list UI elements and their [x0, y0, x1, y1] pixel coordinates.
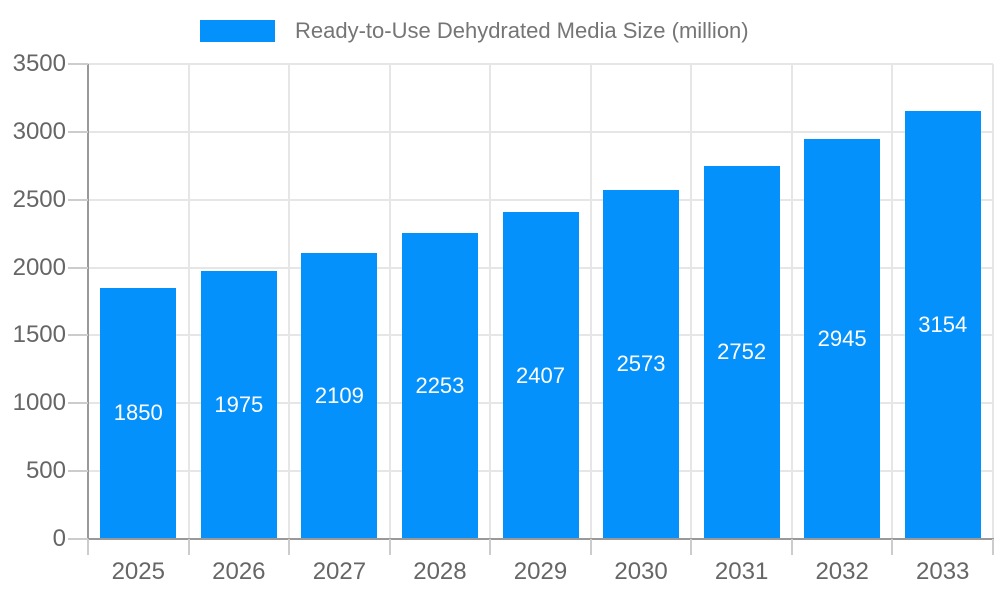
- y-axis-tick: [68, 402, 88, 405]
- y-axis-line: [87, 64, 89, 539]
- x-axis-tick: [790, 539, 793, 555]
- gridline-horizontal: [88, 130, 993, 133]
- plot-area: 1850 1975 2109 2253 2407 2573 2752 2945 3154: [87, 63, 994, 540]
- bar-value-label: 1850: [113, 400, 163, 426]
- bar-2033[interactable]: 3154: [904, 110, 981, 539]
- x-axis-tick: [489, 539, 492, 555]
- x-axis-tick: [992, 539, 994, 555]
- gridline-vertical: [589, 64, 592, 539]
- x-axis-tick-label: 2032: [815, 558, 869, 585]
- x-axis-tick-label: 2033: [916, 558, 970, 585]
- x-axis-tick-label: 2025: [111, 558, 165, 585]
- gridline-vertical: [891, 64, 894, 539]
- gridline-horizontal: [88, 198, 993, 201]
- x-axis-tick: [288, 539, 291, 555]
- x-axis-tick: [87, 539, 89, 555]
- y-axis-tick: [68, 538, 88, 540]
- x-axis-tick: [891, 539, 894, 555]
- bar-2026[interactable]: 1975: [200, 270, 277, 539]
- gridline-horizontal: [88, 63, 993, 65]
- y-axis-tick: [68, 266, 88, 269]
- x-axis-tick-label: 2031: [714, 558, 769, 585]
- x-axis-tick-label: 2029: [513, 558, 568, 585]
- x-axis-tick-label: 2030: [614, 558, 668, 585]
- gridline-vertical: [992, 64, 994, 539]
- y-axis-tick-label: 2500: [12, 185, 66, 213]
- y-axis-tick: [68, 198, 88, 201]
- y-axis-tick-label: 500: [25, 457, 66, 485]
- gridline-vertical: [690, 64, 693, 539]
- y-axis-tick-label: 0: [52, 525, 66, 552]
- bar-value-label: 2945: [817, 326, 867, 352]
- legend-swatch: [200, 20, 275, 42]
- x-axis-tick: [187, 539, 190, 555]
- bar-2029[interactable]: 2407: [502, 212, 579, 539]
- x-axis-tick-label: 2028: [413, 558, 467, 585]
- legend-label: Ready-to-Use Dehydrated Media Size (mill…: [295, 18, 749, 43]
- bar-value-label: 2407: [516, 362, 565, 388]
- y-axis-tick-label: 1500: [12, 321, 66, 349]
- y-axis-tick-label: 3000: [12, 117, 66, 145]
- x-axis-tick-label: 2027: [312, 558, 367, 585]
- gridline-vertical: [288, 64, 291, 539]
- x-axis-tick: [589, 539, 592, 555]
- bar-2030[interactable]: 2573: [603, 189, 680, 539]
- bar-value-label: 2109: [314, 382, 364, 408]
- bar-value-label: 1975: [214, 391, 264, 417]
- x-axis-tick: [690, 539, 693, 555]
- y-axis-tick: [68, 334, 88, 337]
- bar-value-label: 3154: [918, 311, 968, 337]
- y-axis-tick: [68, 470, 88, 473]
- gridline-vertical: [790, 64, 793, 539]
- bar-value-label: 2253: [415, 373, 465, 399]
- gridline-vertical: [388, 64, 391, 539]
- bar-2031[interactable]: 2752: [703, 165, 780, 539]
- y-axis-tick: [68, 63, 88, 65]
- x-axis-tick: [388, 539, 391, 555]
- y-axis-tick-label: 1000: [12, 389, 66, 417]
- bar-2028[interactable]: 2253: [401, 233, 478, 539]
- y-axis-tick-label: 3500: [12, 50, 66, 77]
- x-axis-line: [87, 538, 994, 540]
- x-axis-tick-label: 2026: [212, 558, 266, 585]
- gridline-vertical: [187, 64, 190, 539]
- bar-2027[interactable]: 2109: [301, 252, 378, 539]
- legend[interactable]: Ready-to-Use Dehydrated Media Size (mill…: [200, 18, 749, 43]
- bar-value-label: 2573: [616, 351, 666, 377]
- bar-2032[interactable]: 2945: [804, 139, 881, 539]
- gridline-vertical: [489, 64, 492, 539]
- bar-value-label: 2752: [717, 339, 767, 365]
- y-axis-tick: [68, 130, 88, 133]
- y-axis-tick-label: 2000: [12, 253, 66, 281]
- bar-2025[interactable]: 1850: [100, 287, 177, 539]
